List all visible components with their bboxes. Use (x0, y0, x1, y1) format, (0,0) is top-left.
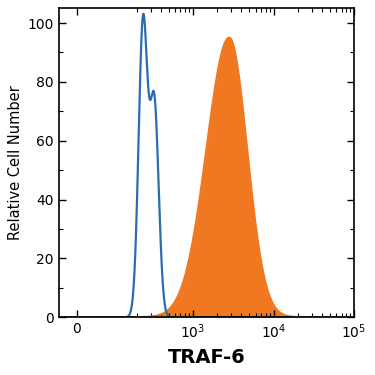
Y-axis label: Relative Cell Number: Relative Cell Number (8, 86, 23, 240)
X-axis label: TRAF-6: TRAF-6 (168, 348, 245, 367)
